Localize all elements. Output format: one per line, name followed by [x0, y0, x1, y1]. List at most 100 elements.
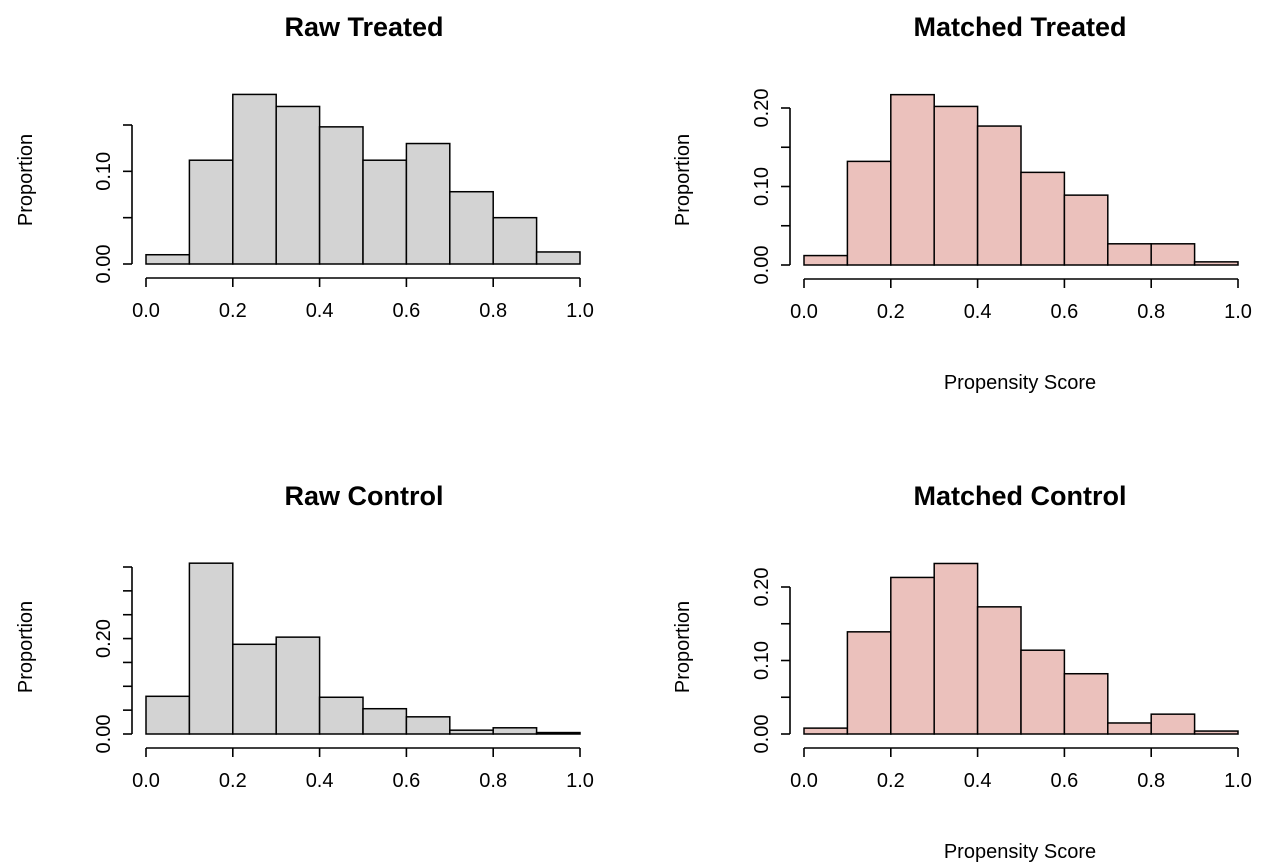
bar-group	[803, 562, 1239, 735]
x-tick-label: 0.4	[964, 301, 992, 323]
y-axis-label: Proportion	[672, 134, 694, 226]
panel-raw-control: Raw Control Proportion 0.0 0.2 0.4 0.6 0.8 1.…	[15, 481, 594, 792]
histogram-bar	[145, 253, 191, 265]
histogram-bar	[232, 643, 277, 735]
histogram-bar	[405, 142, 451, 265]
x-axis-label: Propensity Score	[944, 372, 1096, 394]
y-axis-label: Proportion	[15, 134, 37, 226]
histogram-bar	[188, 159, 234, 265]
x-tick-label: 0.4	[306, 300, 334, 322]
panel-matched-treated: Matched Treated Proportion Propensity Sc…	[672, 12, 1252, 394]
histogram-bar	[535, 731, 581, 735]
histogram-bar	[1150, 713, 1196, 735]
y-axis: 0.00 0.10	[93, 124, 133, 284]
y-axis: 0.00 0.10 0.20	[751, 89, 791, 285]
x-tick-label: 1.0	[566, 300, 594, 322]
histogram-bar	[933, 562, 979, 735]
bar-group	[145, 562, 581, 735]
x-axis: 0.0 0.2 0.4 0.6 0.8 1.0	[132, 277, 594, 322]
x-tick-label: 0.2	[877, 301, 905, 323]
x-tick-label: 0.8	[479, 770, 507, 792]
x-axis-label: Propensity Score	[944, 841, 1096, 863]
x-tick-label: 0.6	[1050, 301, 1078, 323]
histogram-bar	[145, 695, 191, 735]
histogram-bar	[275, 636, 321, 735]
histogram-bar	[933, 105, 979, 266]
x-tick-label: 0.0	[132, 770, 160, 792]
histogram-bar	[890, 576, 935, 735]
panel-title: Raw Control	[285, 481, 444, 511]
y-tick-label: 0.10	[93, 152, 115, 191]
y-axis-label: Proportion	[672, 601, 694, 693]
y-tick-label: 0.20	[751, 89, 773, 128]
histogram-bar	[1020, 171, 1066, 266]
x-tick-label: 1.0	[566, 770, 594, 792]
histogram-bar	[449, 729, 494, 735]
x-tick-label: 0.8	[1137, 770, 1165, 792]
x-axis: 0.0 0.2 0.4 0.6 0.8 1.0	[132, 747, 594, 792]
x-tick-label: 0.4	[306, 770, 334, 792]
x-tick-label: 1.0	[1224, 301, 1252, 323]
x-tick-label: 0.0	[790, 770, 818, 792]
panel-raw-treated: Raw Treated Proportion 0.0 0.2 0.4 0.6 0.8 1.…	[15, 12, 594, 322]
histogram-bar	[318, 126, 364, 265]
histogram-bar	[318, 696, 364, 735]
y-tick-label: 0.00	[93, 245, 115, 284]
x-tick-label: 0.2	[219, 770, 247, 792]
x-tick-label: 0.4	[964, 770, 992, 792]
panel-title: Matched Treated	[913, 12, 1126, 42]
histogram-bar	[449, 190, 494, 265]
bar-group	[803, 93, 1239, 266]
x-tick-label: 0.8	[479, 300, 507, 322]
x-tick-label: 0.0	[132, 300, 160, 322]
histogram-bar	[492, 727, 538, 735]
x-axis: 0.0 0.2 0.4 0.6 0.8 1.0	[790, 278, 1252, 323]
histogram-bar	[1193, 261, 1239, 266]
panel-title: Matched Control	[914, 481, 1127, 511]
x-tick-label: 0.0	[790, 301, 818, 323]
histogram-bar	[362, 159, 408, 265]
panel-matched-control: Matched Control Proportion Propensity Sc…	[672, 481, 1252, 863]
y-tick-label: 0.10	[751, 167, 773, 206]
histogram-bar	[232, 93, 277, 265]
histogram-bar	[1107, 243, 1152, 266]
histogram-bar	[405, 716, 451, 735]
x-tick-label: 1.0	[1224, 770, 1252, 792]
y-tick-label: 0.20	[751, 568, 773, 607]
x-tick-label: 0.8	[1137, 301, 1165, 323]
y-axis: 0.00 0.10 0.20	[751, 568, 791, 754]
histogram-bar	[492, 216, 538, 265]
x-tick-label: 0.6	[1050, 770, 1078, 792]
histogram-bar	[362, 707, 408, 735]
y-tick-label: 0.10	[751, 641, 773, 680]
histogram-bar	[275, 105, 321, 265]
histogram-bar	[1020, 649, 1066, 735]
histogram-bar	[1193, 730, 1239, 735]
x-tick-label: 0.2	[877, 770, 905, 792]
histogram-bar	[535, 251, 581, 265]
histogram-bar	[803, 727, 849, 735]
x-axis: 0.0 0.2 0.4 0.6 0.8 1.0	[790, 747, 1252, 792]
y-tick-label: 0.20	[93, 619, 115, 658]
histogram-bar	[976, 606, 1022, 735]
histogram-bar	[803, 254, 849, 266]
y-axis-label: Proportion	[15, 601, 37, 693]
x-tick-label: 0.2	[219, 300, 247, 322]
histogram-bar	[976, 125, 1022, 266]
bar-group	[145, 93, 581, 265]
histogram-bar	[890, 93, 935, 266]
panel-title: Raw Treated	[284, 12, 443, 42]
histogram-bar	[1107, 722, 1152, 735]
histogram-bar	[1063, 194, 1109, 266]
histogram-bar	[188, 562, 234, 735]
histogram-bar	[1063, 672, 1109, 735]
y-tick-label: 0.00	[751, 715, 773, 754]
y-tick-label: 0.00	[751, 246, 773, 285]
histogram-bar	[1150, 243, 1196, 266]
x-tick-label: 0.6	[392, 300, 420, 322]
y-tick-label: 0.00	[93, 715, 115, 754]
histogram-bar	[846, 160, 892, 266]
histogram-bar	[846, 631, 892, 735]
y-axis: 0.00 0.20	[93, 566, 133, 754]
